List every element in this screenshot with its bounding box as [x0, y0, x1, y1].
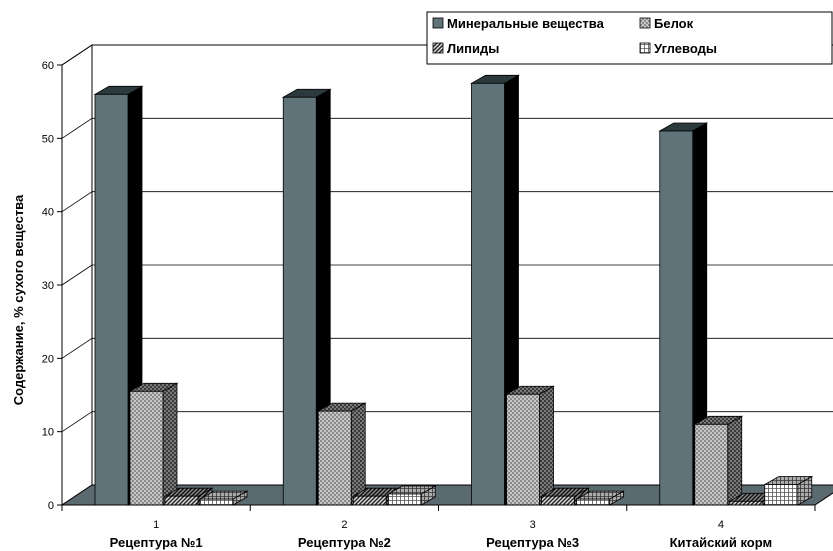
bar-2-cat-3 [504, 385, 556, 506]
gridline-side [61, 338, 93, 359]
y-axis-ticks: 0 10 20 30 40 50 60 [42, 60, 62, 512]
category-label: Рецептура №2 [298, 535, 391, 550]
bar-front [576, 498, 610, 506]
legend-item: Липиды [432, 41, 499, 56]
bar-front [471, 82, 505, 506]
y-tick-label: 20 [42, 353, 54, 365]
bar-1-cat-4 [658, 122, 709, 506]
bar-front [506, 393, 540, 506]
legend-item: Углеводы [639, 41, 717, 56]
gridline-side [61, 118, 93, 139]
y-tick-label: 0 [48, 500, 54, 512]
legend-label: Углеводы [654, 41, 717, 56]
bar-1-cat-2 [281, 88, 332, 506]
bar-2-cat-2 [316, 402, 367, 506]
x-tick-label: 2 [341, 519, 347, 531]
bar-4-cat-1 [198, 490, 249, 506]
category-label: Китайский корм [670, 535, 773, 550]
bar-front [764, 484, 799, 506]
y-tick-label: 30 [42, 280, 54, 292]
bar-front [352, 495, 387, 506]
x-tick-label: 1 [153, 519, 159, 531]
legend-label: Белок [654, 16, 694, 31]
gridline-side [61, 44, 93, 66]
y-axis-title: Содержание, % сухого вещества [11, 194, 26, 405]
legend-box [426, 11, 833, 65]
bars [93, 74, 814, 506]
bar-side [350, 402, 366, 506]
bar-front [317, 410, 352, 506]
bar-side [162, 382, 178, 506]
gridline-side [61, 191, 93, 212]
bar-side [539, 385, 554, 506]
bar-front [659, 130, 694, 506]
legend-item: Минеральные вещества [432, 16, 605, 31]
y-tick-label: 10 [42, 427, 54, 439]
bar-4-cat-3 [574, 490, 626, 506]
legend-item: Белок [639, 16, 694, 31]
bar-front [541, 495, 575, 506]
legend-swatch [639, 17, 651, 29]
category-label: Рецептура №1 [110, 535, 203, 550]
bar-front [282, 96, 317, 506]
x-tick-label: 4 [718, 519, 724, 531]
bar-front [164, 495, 199, 506]
x-axis-ticks: 1 Рецептура №1 2 Рецептура №2 3 Рецептура №3 4… [61, 505, 816, 550]
gridline-side [61, 264, 93, 286]
bar-front [129, 390, 164, 506]
bar-4-cat-4 [763, 475, 814, 506]
legend-label: Липиды [447, 41, 499, 56]
gridline-side [61, 411, 93, 432]
x-tick-label: 3 [530, 519, 536, 531]
legend-label: Минеральные вещества [447, 16, 605, 31]
bar-front [694, 423, 729, 506]
legend-swatch [432, 17, 444, 29]
legend-swatch [639, 42, 651, 54]
category-label: Рецептура №3 [486, 535, 579, 550]
bar-2-cat-4 [693, 415, 744, 506]
y-tick-label: 60 [42, 60, 54, 72]
bar-2-cat-1 [128, 382, 179, 506]
bar-4-cat-2 [386, 485, 437, 506]
legend-swatch [432, 42, 444, 54]
y-tick-label: 40 [42, 207, 54, 219]
bar-front [729, 500, 764, 506]
bar-side [727, 415, 743, 506]
y-tick-label: 50 [42, 133, 54, 145]
bar-front [387, 493, 422, 506]
legend: Минеральные вещества Белок Липиды Углеводы [426, 11, 833, 65]
bar-front [94, 93, 129, 506]
bar-front [199, 498, 234, 506]
